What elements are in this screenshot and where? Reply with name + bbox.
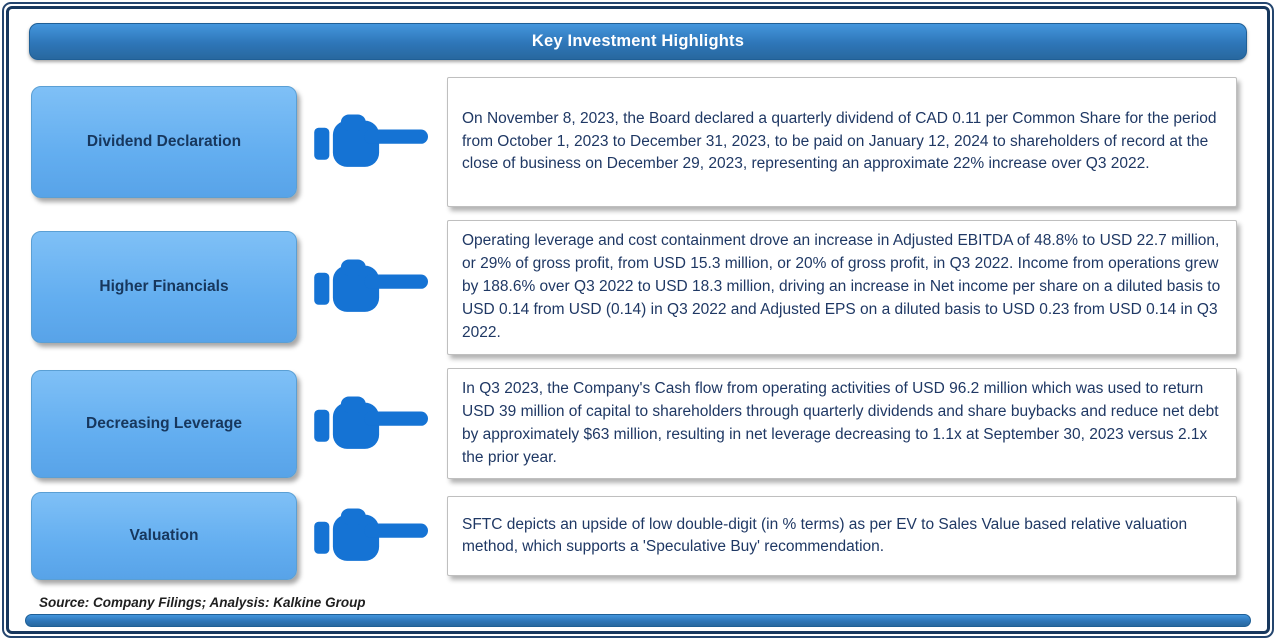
page-title: Key Investment Highlights bbox=[531, 32, 745, 50]
slide-frame: Key Investment Highlights Dividend Decla… bbox=[6, 6, 1270, 634]
topic-label-text: Decreasing Leverage bbox=[86, 414, 242, 432]
highlight-row-decreasing-leverage: Decreasing Leverage In Q3 2023, the Comp… bbox=[31, 367, 1245, 480]
pointing-hand-icon bbox=[297, 110, 447, 174]
topic-label-higher-financials: Higher Financials bbox=[31, 231, 297, 344]
pointing-hand-icon bbox=[297, 255, 447, 319]
topic-label-dividend-declaration: Dividend Declaration bbox=[31, 86, 297, 198]
source-note: Source: Company Filings; Analysis: Kalki… bbox=[39, 595, 366, 611]
highlight-text-box: On November 8, 2023, the Board declared … bbox=[447, 77, 1237, 207]
topic-label-text: Dividend Declaration bbox=[86, 133, 242, 150]
bottom-bar bbox=[25, 614, 1251, 627]
header-bar: Key Investment Highlights bbox=[29, 23, 1247, 60]
highlight-text: On November 8, 2023, the Board declared … bbox=[462, 109, 1217, 173]
highlight-row-valuation: Valuation SFTC depicts an upside of low … bbox=[31, 492, 1245, 581]
highlight-row-dividend-declaration: Dividend Declaration On November 8, 2023… bbox=[31, 77, 1245, 207]
topic-label-text: Valuation bbox=[129, 527, 199, 545]
topic-label-decreasing-leverage: Decreasing Leverage bbox=[31, 369, 297, 478]
highlight-text-box: SFTC depicts an upside of low double-dig… bbox=[447, 496, 1237, 577]
highlight-text-box: Operating leverage and cost containment … bbox=[447, 220, 1237, 355]
pointing-hand-icon bbox=[297, 392, 447, 456]
pointing-hand-icon bbox=[297, 504, 447, 568]
highlight-row-higher-financials: Higher Financials Operating leverage and… bbox=[31, 220, 1245, 355]
topic-label-valuation: Valuation bbox=[31, 492, 297, 581]
highlight-text: SFTC depicts an upside of low double-dig… bbox=[462, 515, 1188, 556]
topic-label-text: Higher Financials bbox=[99, 278, 229, 296]
highlight-text: Operating leverage and cost containment … bbox=[462, 232, 1221, 341]
highlights-list: Dividend Declaration On November 8, 2023… bbox=[27, 77, 1249, 581]
highlight-text: In Q3 2023, the Company's Cash flow from… bbox=[462, 379, 1219, 466]
highlight-text-box: In Q3 2023, the Company's Cash flow from… bbox=[447, 367, 1237, 480]
